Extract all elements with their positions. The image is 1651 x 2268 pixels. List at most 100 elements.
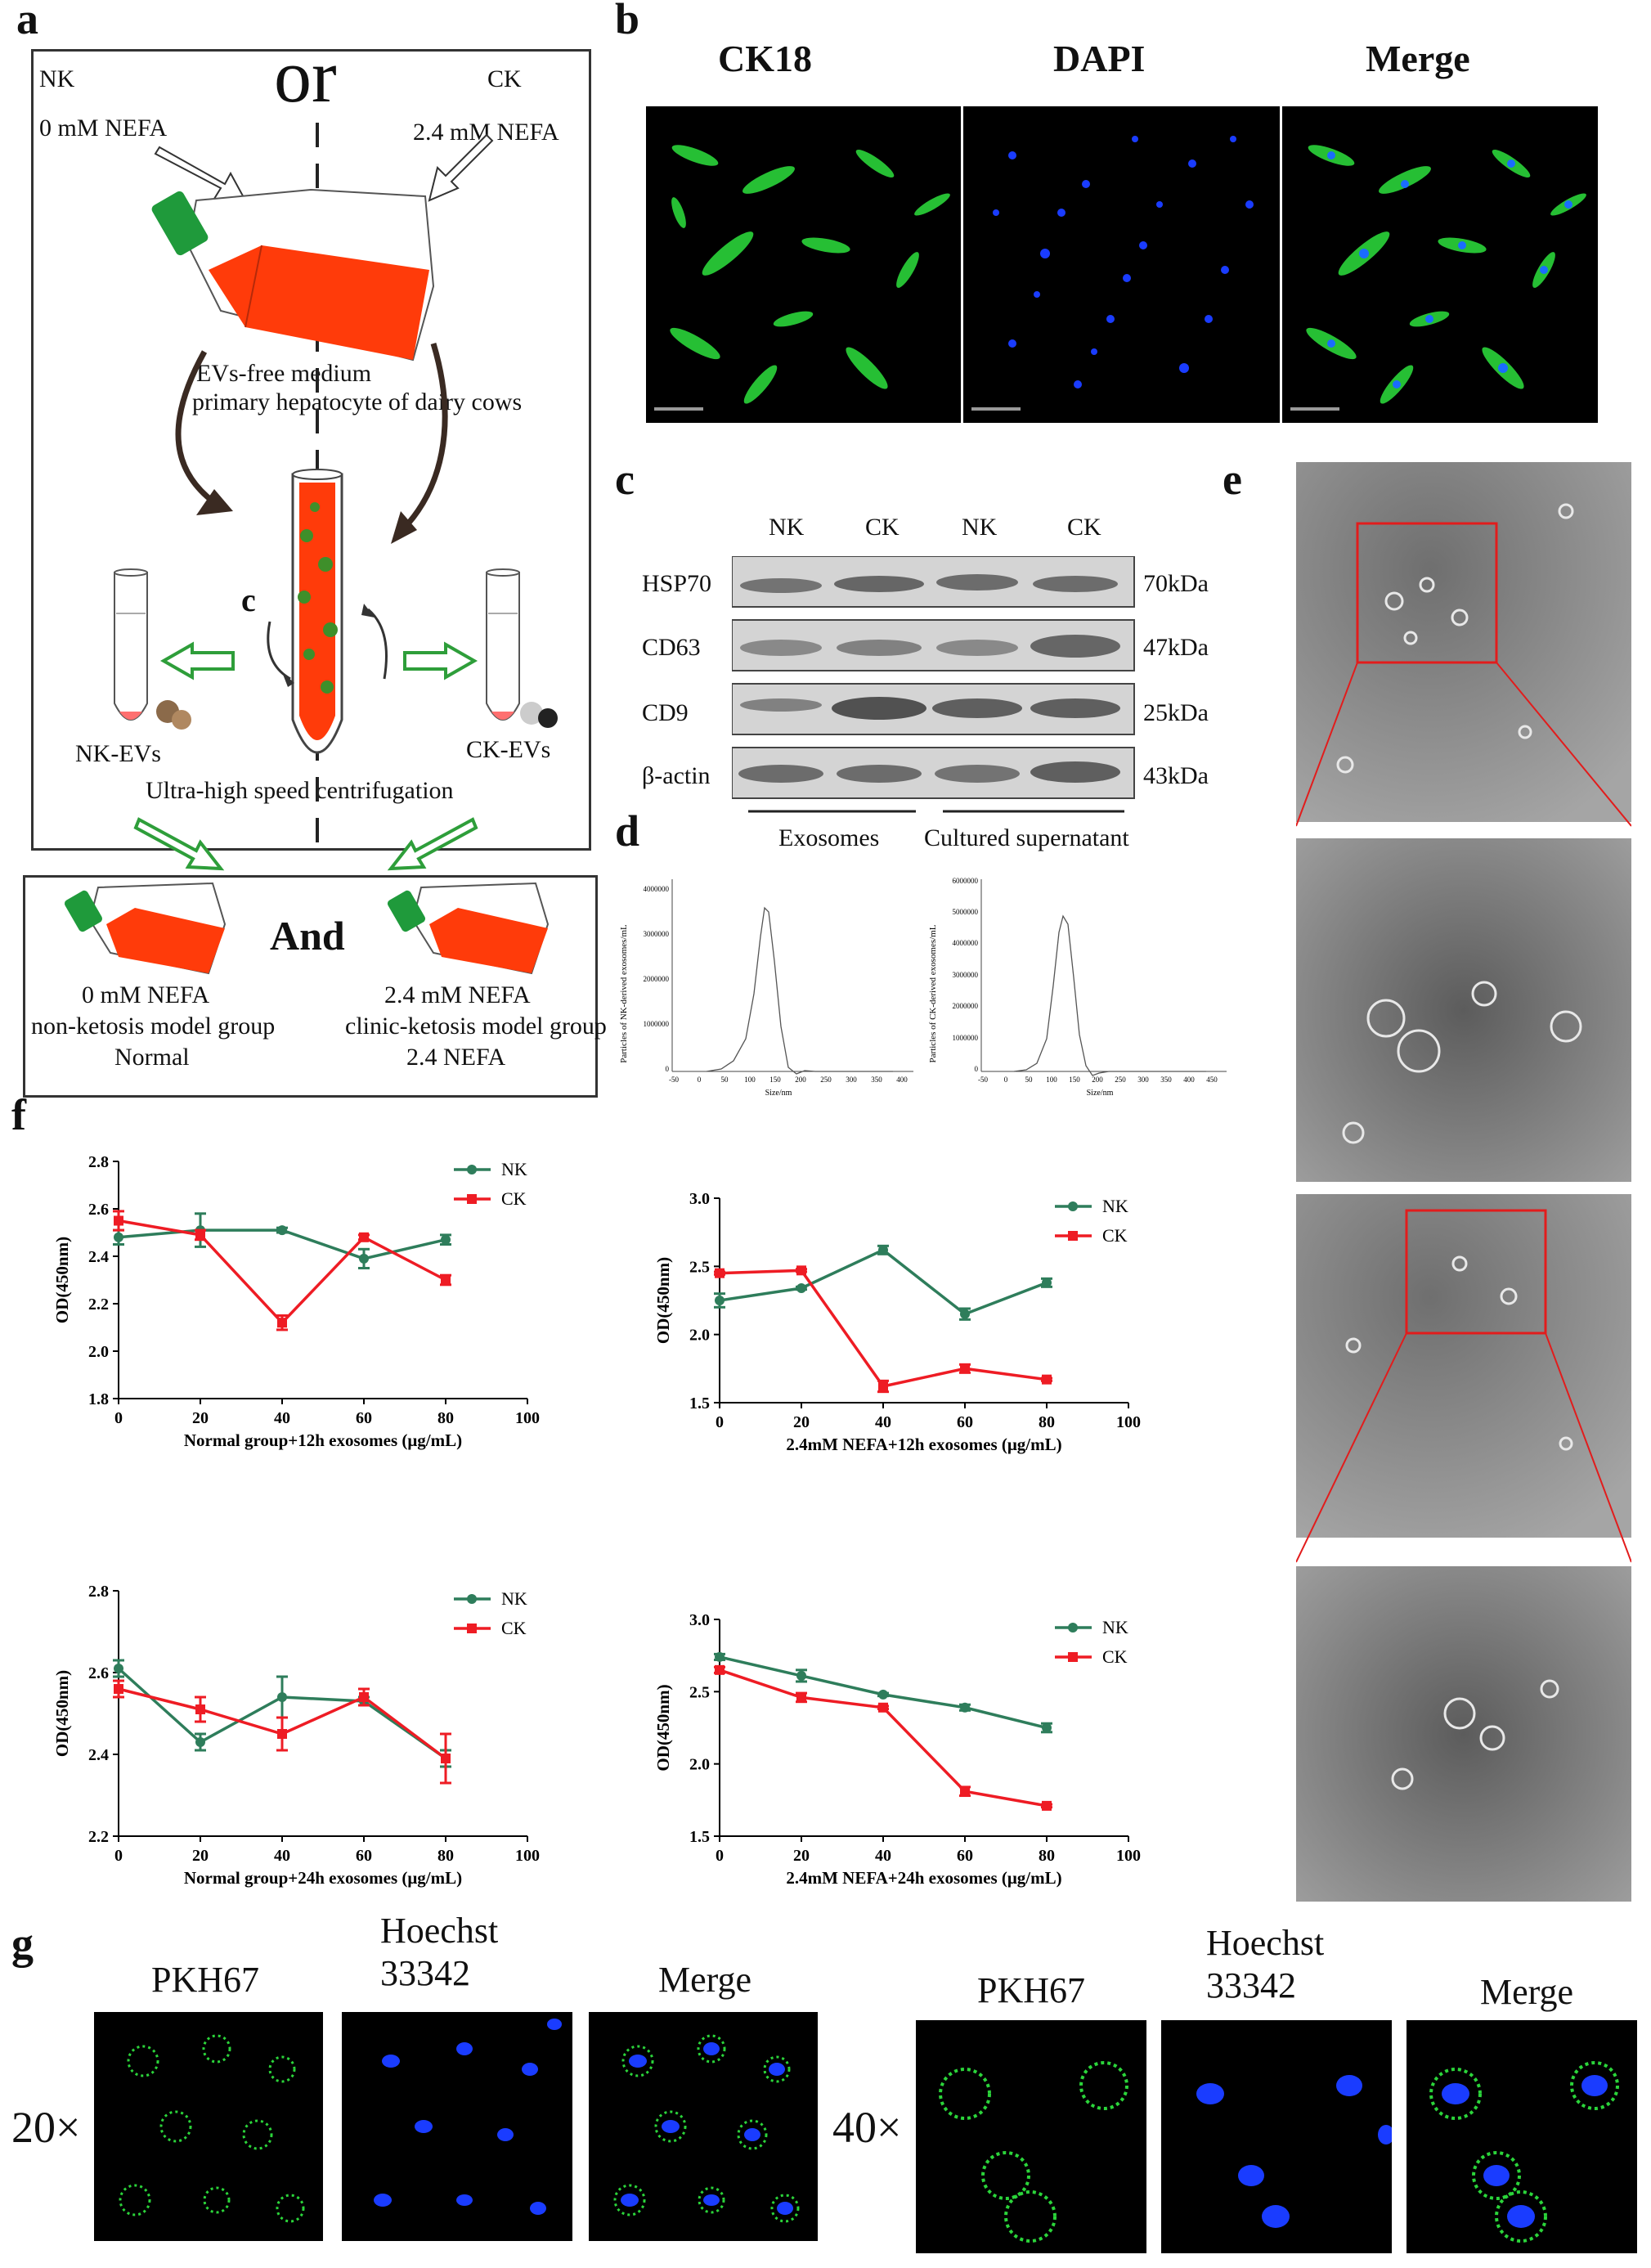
nta-ck-xtick: 150	[1069, 1076, 1080, 1084]
data-point-ck	[796, 1692, 806, 1703]
supernatant-group-label: Cultured supernatant	[924, 824, 1129, 851]
x-tick-label: 60	[356, 1847, 372, 1865]
x-tick-label: 60	[957, 1847, 973, 1865]
nta-ck-ytick: 4000000	[953, 939, 979, 947]
data-point-nk	[715, 1296, 725, 1305]
legend-label: CK	[501, 1618, 527, 1638]
normal-flask	[64, 882, 227, 975]
ck-input-arrow	[428, 133, 494, 202]
mag-40x: 40×	[832, 2103, 902, 2152]
nk-input-arrow	[154, 146, 247, 202]
green-arrow-down-left	[133, 817, 225, 871]
nta-ck-xlabel: Size/nm	[1087, 1089, 1114, 1098]
data-point-ck	[1042, 1374, 1052, 1385]
nta-nk-curve	[706, 906, 893, 1075]
blot-row-name-2: CD63	[642, 634, 701, 661]
nta-nk-ytick: 1000000	[644, 1020, 670, 1028]
x-tick-label: 20	[793, 1847, 810, 1865]
blot-kda-1: 70kDa	[1143, 570, 1209, 597]
blot-kda-4: 43kDa	[1143, 762, 1209, 789]
ck-evs-tube	[486, 568, 558, 728]
x-tick-label: 20	[192, 1847, 209, 1865]
nta-nk-ytick: 2000000	[644, 975, 670, 983]
data-point-nk	[960, 1309, 970, 1319]
y-tick-label: 2.8	[88, 1583, 109, 1601]
legend-label: CK	[1102, 1646, 1128, 1667]
nefa-concentration: 2.4 mM NEFA	[384, 981, 531, 1008]
g-left-header-merge: Merge	[658, 1960, 752, 2000]
x-tick-label: 40	[875, 1847, 891, 1865]
nta-nk-xtick: 50	[721, 1076, 729, 1084]
legend-label: CK	[501, 1188, 527, 1209]
data-point-ck	[715, 1268, 725, 1278]
centrifugation-label: Ultra-high speed centrifugation	[146, 777, 454, 804]
medium-label-1: EVs-free medium	[196, 360, 372, 387]
nta-nk-ytick: 3000000	[644, 930, 670, 938]
data-point-ck	[114, 1215, 123, 1226]
nta-nk-xtick: 100	[744, 1076, 756, 1084]
nta-nk-ytick: 4000000	[644, 885, 670, 893]
nta-nk-xtick: 350	[871, 1076, 882, 1084]
nta-ck-xtick: 0	[1004, 1076, 1008, 1084]
merge-header: Merge	[1366, 38, 1470, 79]
x-tick-label: 0	[716, 1847, 724, 1865]
data-point-ck	[796, 1265, 806, 1276]
ck-label: CK	[487, 65, 522, 92]
legend-marker	[1068, 1201, 1078, 1211]
legend-label: NK	[501, 1159, 527, 1179]
nta-ck-ytick: 5000000	[953, 908, 979, 916]
y-tick-label: 2.6	[88, 1664, 109, 1682]
merge-20x-image	[589, 2012, 818, 2241]
legend-marker	[467, 1624, 477, 1633]
y-axis-label: OD(450nm)	[52, 1670, 72, 1757]
nta-ck-xtick: 50	[1025, 1076, 1034, 1084]
nefa-group-label: clinic-ketosis model group	[345, 1013, 607, 1040]
x-tick-label: 100	[515, 1409, 540, 1427]
x-tick-label: 0	[114, 1847, 123, 1865]
data-point-nk	[1042, 1722, 1052, 1733]
data-point-ck	[715, 1664, 725, 1675]
nta-nk-xtick: 250	[820, 1076, 832, 1084]
nta-ck-ytick: 2000000	[953, 1002, 979, 1010]
legend-label: CK	[1102, 1225, 1128, 1246]
data-point-nk	[114, 1664, 123, 1673]
data-point-nk	[1042, 1278, 1052, 1288]
panel-a-main-box	[31, 49, 591, 851]
x-tick-label: 20	[793, 1413, 810, 1431]
series-line-ck	[719, 1269, 1048, 1388]
western-blot	[732, 556, 1135, 813]
y-tick-label: 3.0	[689, 1611, 710, 1629]
panel-a-model-box	[23, 875, 598, 1098]
x-tick-label: 0	[716, 1413, 724, 1431]
x-tick-label: 100	[1116, 1847, 1141, 1865]
normal-group-label: non-ketosis model group	[31, 1013, 276, 1040]
nta-chart-ck: Particles of CK-derived exosomes/mL 6000…	[928, 877, 1227, 1098]
series-line-ck	[118, 1219, 446, 1325]
and-text: And	[270, 913, 345, 959]
y-axis-label: OD(450nm)	[653, 1257, 673, 1344]
y-tick-label: 2.5	[689, 1258, 710, 1276]
data-point-nk	[114, 1232, 123, 1242]
hoechst-20x-image	[342, 2012, 572, 2241]
data-point-ck	[277, 1729, 287, 1739]
nta-ck-curve	[1013, 914, 1206, 1076]
tem-images	[1296, 462, 1631, 1902]
green-arrow-down-right	[387, 817, 478, 871]
nk-label: NK	[39, 65, 75, 92]
pkh67-20x-image	[94, 2012, 323, 2241]
data-point-ck	[441, 1754, 451, 1763]
panel-label-a: a	[16, 0, 38, 43]
nta-ck-xtick: 300	[1137, 1076, 1149, 1084]
y-axis-label: OD(450nm)	[52, 1237, 72, 1323]
series-line-nk	[719, 1248, 1048, 1316]
data-point-nk	[359, 1253, 369, 1264]
data-point-ck	[960, 1786, 970, 1797]
x-axis-label: 2.4mM NEFA+12h exosomes (μg/mL)	[786, 1435, 1061, 1454]
nta-chart-nk: Particles of NK-derived exosomes/mL 4000…	[619, 879, 913, 1098]
blot-row-name-4: β-actin	[642, 762, 711, 789]
x-tick-label: 0	[114, 1409, 123, 1427]
x-tick-label: 80	[1039, 1413, 1055, 1431]
y-tick-label: 2.4	[88, 1248, 109, 1266]
data-point-ck	[1042, 1800, 1052, 1811]
data-point-nk	[277, 1692, 287, 1702]
